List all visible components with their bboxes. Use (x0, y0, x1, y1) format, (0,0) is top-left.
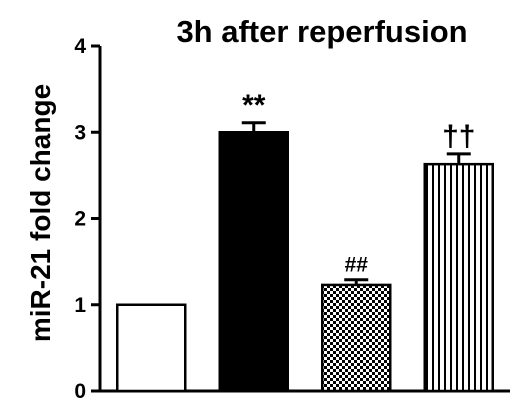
bar (218, 131, 289, 393)
significance-label: †† (442, 120, 475, 153)
y-tick-label: 1 (74, 294, 86, 317)
y-tick-label: 2 (74, 208, 86, 231)
significance-annotations: ** ## †† (242, 89, 475, 277)
significance-label: ** (242, 89, 266, 122)
bars (116, 121, 494, 393)
significance-label: ## (345, 254, 369, 277)
bar (423, 162, 494, 393)
y-tick-label: 4 (74, 35, 86, 58)
y-axis-label: miR-21 fold change (25, 84, 56, 342)
y-tick-label: 3 (74, 121, 86, 144)
bar (116, 303, 187, 393)
y-tick-label: 0 (74, 380, 86, 402)
chart-title: 3h after reperfusion (176, 14, 467, 49)
bar (321, 283, 392, 393)
